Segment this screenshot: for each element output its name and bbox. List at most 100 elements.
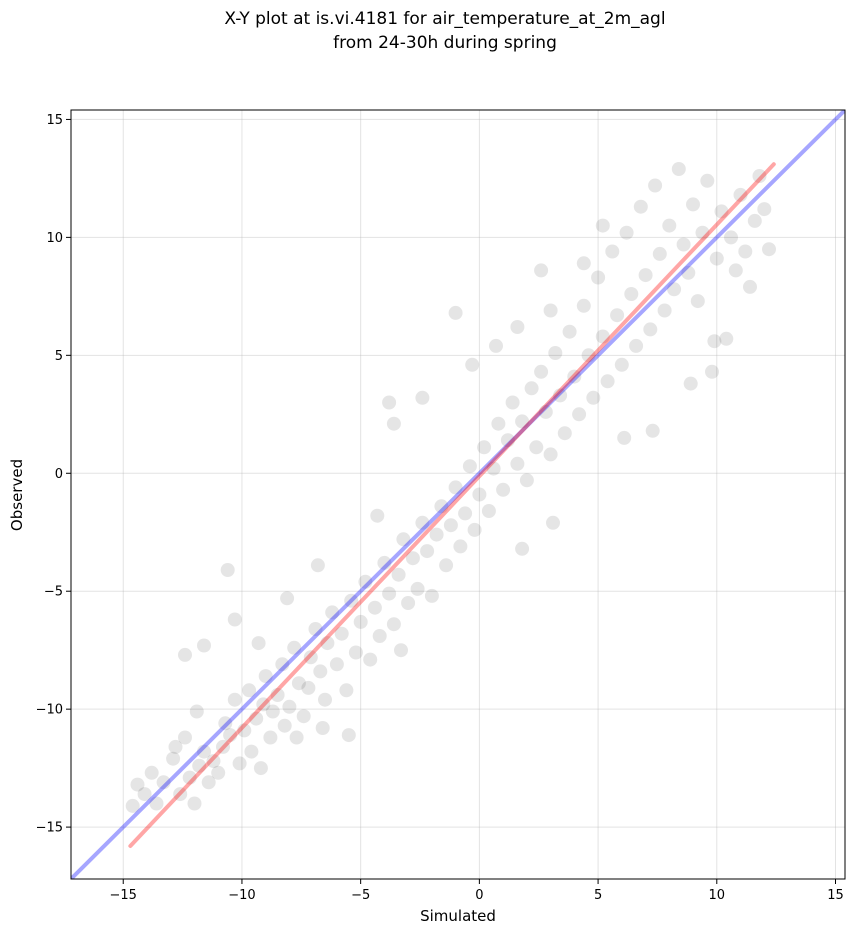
scatter-point bbox=[489, 338, 503, 353]
y-tick-label: 15 bbox=[46, 113, 63, 128]
chart-subtitle: from 24-30h during spring bbox=[333, 33, 557, 53]
scatter-point bbox=[529, 440, 544, 455]
scatter-point bbox=[410, 581, 425, 596]
scatter-point bbox=[700, 173, 715, 188]
scatter-point bbox=[500, 433, 515, 448]
scatter-point bbox=[519, 473, 534, 488]
scatter-point bbox=[156, 775, 171, 790]
scatter-point bbox=[707, 334, 722, 349]
scatter-point bbox=[206, 754, 221, 769]
scatter-point bbox=[301, 680, 316, 695]
scatter-point bbox=[372, 629, 387, 643]
scatter-point bbox=[424, 588, 439, 603]
scatter-point bbox=[617, 430, 632, 445]
scatter-point bbox=[227, 612, 242, 627]
scatter-point bbox=[676, 237, 691, 252]
scatter-point bbox=[313, 664, 328, 679]
y-tick-label: −10 bbox=[36, 703, 63, 718]
scatter-point bbox=[477, 440, 492, 455]
scatter-point bbox=[557, 426, 572, 441]
scatter-point bbox=[686, 197, 700, 212]
scatter-point bbox=[242, 683, 257, 698]
scatter-point bbox=[308, 622, 323, 636]
scatter-point bbox=[548, 346, 563, 360]
scatter-point bbox=[757, 202, 772, 217]
scatter-point bbox=[220, 563, 235, 577]
scatter-point bbox=[434, 499, 449, 514]
scatter-point bbox=[329, 657, 344, 672]
y-tick-label: −5 bbox=[44, 585, 63, 600]
scatter-point bbox=[543, 303, 558, 318]
scatter-point bbox=[415, 515, 430, 530]
scatter-point bbox=[287, 640, 302, 655]
scatter-point bbox=[576, 298, 591, 313]
scatter-point bbox=[401, 596, 416, 610]
scatter-point bbox=[662, 218, 677, 233]
scatter-point bbox=[576, 256, 591, 271]
scatter-point bbox=[370, 508, 385, 523]
scatter-point bbox=[443, 518, 458, 533]
scatter-point bbox=[168, 739, 183, 754]
scatter-point bbox=[341, 728, 356, 743]
reference-lines bbox=[71, 110, 845, 879]
scatter-point bbox=[439, 558, 454, 573]
y-axis-label: Observed bbox=[8, 459, 26, 531]
scatter-point bbox=[546, 515, 560, 530]
scatter-point bbox=[187, 796, 202, 811]
scatter-point bbox=[149, 796, 164, 811]
scatter-point bbox=[472, 487, 487, 502]
scatter-point bbox=[638, 268, 653, 283]
scatter-point bbox=[265, 704, 280, 719]
scatter-point bbox=[339, 683, 354, 698]
scatter-point bbox=[310, 558, 325, 573]
scatter-point bbox=[391, 567, 406, 582]
scatter-point bbox=[733, 187, 748, 202]
x-ticks: −15 −10 −5 0 5 10 15 bbox=[110, 879, 844, 903]
y-ticks: −15 −10 −5 0 5 10 15 bbox=[36, 113, 71, 836]
scatter-point bbox=[695, 225, 710, 240]
scatter-point bbox=[690, 294, 705, 309]
scatter-point bbox=[256, 697, 271, 712]
scatter-point bbox=[192, 758, 207, 773]
scatter-point bbox=[363, 652, 378, 667]
scatter-point bbox=[505, 395, 520, 410]
scatter-point bbox=[486, 461, 501, 476]
scatter-point bbox=[743, 279, 757, 294]
scatter-point bbox=[244, 744, 259, 759]
scatter-point bbox=[258, 669, 273, 684]
scatter-point bbox=[645, 423, 660, 438]
scatter-point bbox=[223, 728, 238, 743]
scatter-point bbox=[173, 787, 188, 802]
scatter-point bbox=[282, 699, 297, 714]
scatter-point bbox=[448, 305, 463, 320]
scatter-point bbox=[538, 404, 553, 419]
scatter-point bbox=[189, 704, 204, 719]
scatter-point bbox=[553, 388, 568, 403]
scatter-point bbox=[633, 199, 648, 214]
scatter-point bbox=[619, 225, 634, 240]
scatter-point bbox=[462, 459, 477, 474]
x-tick-label: 10 bbox=[709, 888, 726, 903]
scatter-point bbox=[600, 374, 615, 389]
scatter-point bbox=[543, 447, 558, 462]
scatter-point bbox=[657, 303, 672, 318]
scatter-point bbox=[562, 324, 577, 339]
x-tick-label: 5 bbox=[594, 888, 602, 903]
y-tick-label: 0 bbox=[55, 467, 63, 482]
x-axis-label: Simulated bbox=[420, 907, 496, 925]
scatter-point bbox=[394, 643, 408, 658]
scatter-point bbox=[291, 676, 306, 691]
scatter-point bbox=[762, 242, 776, 257]
y-tick-label: 10 bbox=[46, 231, 63, 246]
scatter-point bbox=[595, 218, 610, 233]
scatter-point bbox=[709, 251, 724, 266]
scatter-point bbox=[510, 320, 525, 334]
scatter-point bbox=[125, 798, 140, 813]
scatter-point bbox=[137, 787, 152, 802]
scatter-point bbox=[296, 709, 311, 724]
plot-frame bbox=[70, 109, 846, 880]
scatter-point bbox=[237, 723, 252, 738]
scatter-point bbox=[643, 322, 658, 337]
scatter-point bbox=[481, 504, 496, 518]
scatter-point bbox=[667, 282, 682, 297]
